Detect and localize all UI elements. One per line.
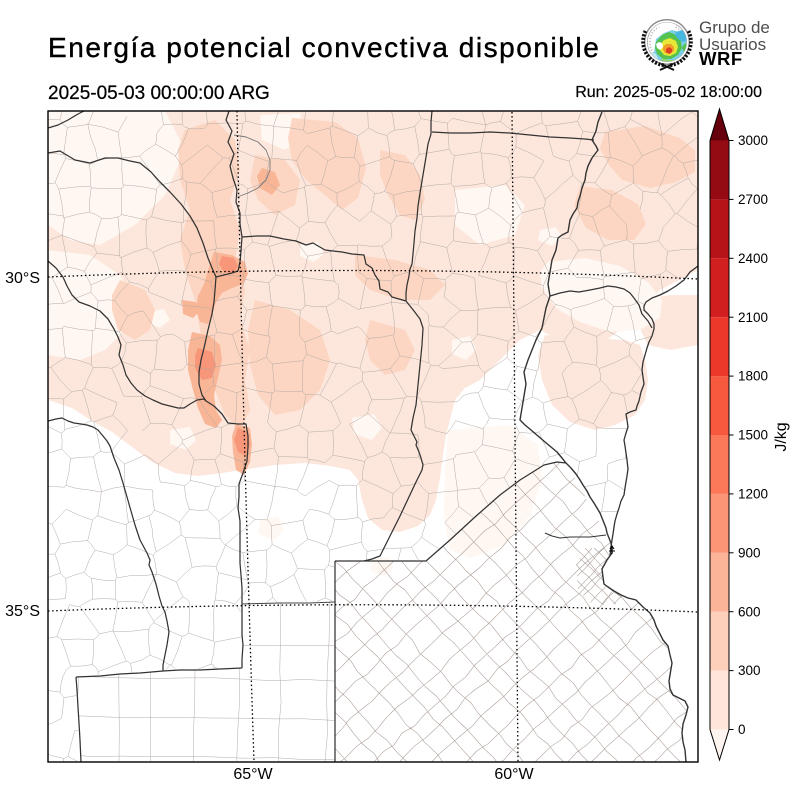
- svg-text:J/kg: J/kg: [773, 422, 790, 451]
- svg-text:600: 600: [738, 604, 761, 619]
- svg-text:65°W: 65°W: [233, 766, 273, 783]
- svg-text:1800: 1800: [738, 369, 768, 384]
- svg-text:1200: 1200: [738, 487, 768, 502]
- svg-text:900: 900: [738, 545, 761, 560]
- svg-text:60°W: 60°W: [494, 766, 534, 783]
- svg-text:Energía potencial convectiva d: Energía potencial convectiva disponible: [48, 32, 600, 63]
- svg-text:Grupo de: Grupo de: [699, 18, 770, 37]
- svg-text:2100: 2100: [738, 310, 768, 325]
- svg-text:3000: 3000: [738, 133, 768, 148]
- svg-text:2400: 2400: [738, 251, 768, 266]
- svg-text:Run: 2025-05-02 18:00:00: Run: 2025-05-02 18:00:00: [575, 84, 762, 101]
- svg-text:1500: 1500: [738, 428, 768, 443]
- svg-text:30°S: 30°S: [5, 270, 40, 287]
- svg-text:300: 300: [738, 663, 761, 678]
- svg-text:2700: 2700: [738, 192, 768, 207]
- svg-text:Usuarios: Usuarios: [699, 35, 766, 54]
- svg-text:2025-05-03 00:00:00 ARG: 2025-05-03 00:00:00 ARG: [48, 83, 270, 104]
- svg-text:35°S: 35°S: [5, 603, 40, 620]
- svg-text:0: 0: [738, 722, 746, 737]
- svg-text:WRF: WRF: [699, 48, 743, 69]
